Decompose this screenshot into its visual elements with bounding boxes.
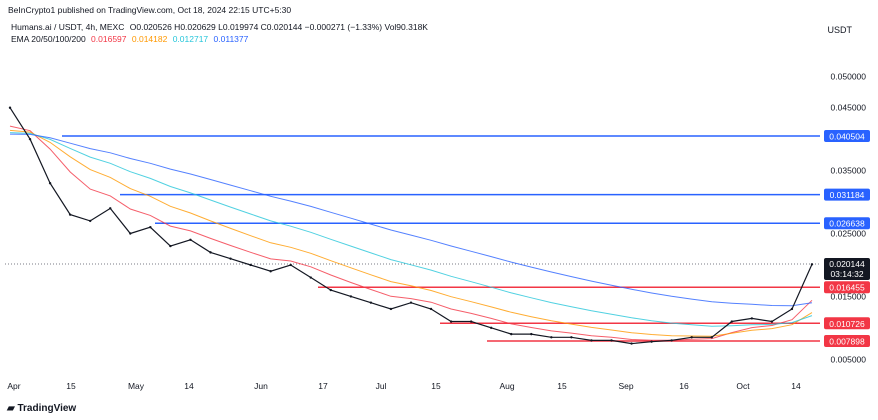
ema-20-value: 0.016597 (91, 34, 127, 44)
x-tick-label-10: Sep (618, 381, 633, 391)
price-point-2 (48, 182, 52, 185)
price-point-35 (710, 336, 713, 339)
y-tick-label-0: 0.050000 (831, 71, 867, 81)
price-point-17 (349, 295, 353, 298)
level-label-bg-5 (824, 335, 870, 348)
price-point-14 (289, 263, 292, 267)
price-point-15 (309, 276, 312, 279)
price-point-32 (650, 340, 653, 343)
price-point-1 (28, 137, 32, 141)
current-price-label: 0.020144 (829, 259, 865, 269)
price-point-31 (630, 342, 633, 345)
price-point-12 (249, 263, 252, 267)
x-tick-label-4: Jun (254, 381, 268, 391)
level-label-bg-1 (824, 188, 870, 201)
price-point-24 (490, 326, 493, 330)
price-point-3 (68, 213, 72, 216)
level-label-0: 0.040504 (829, 132, 865, 142)
ohlc-values: O0.020526 H0.020629 L0.019974 C0.020144 … (129, 22, 428, 32)
price-point-25 (510, 332, 513, 336)
y-tick-label-4: 0.015000 (831, 291, 867, 301)
price-point-18 (369, 301, 373, 304)
x-tick-label-0: Apr (7, 381, 20, 391)
ema-200-value: 0.011377 (213, 34, 249, 44)
price-point-0 (8, 106, 12, 109)
price-point-30 (610, 339, 613, 342)
price-point-20 (409, 301, 413, 304)
price-point-28 (570, 336, 573, 339)
price-point-11 (229, 257, 232, 260)
x-tick-label-9: 15 (557, 381, 567, 391)
price-point-23 (469, 320, 473, 323)
x-tick-label-12: Oct (736, 381, 750, 391)
x-tick-label-2: May (128, 381, 145, 391)
price-point-10 (209, 251, 212, 254)
x-tick-label-11: 16 (679, 381, 689, 391)
level-label-5: 0.007898 (829, 337, 865, 347)
price-point-13 (269, 270, 272, 273)
footer (0, 398, 878, 420)
x-tick-label-8: Aug (499, 381, 514, 391)
symbol-legend: Humans.ai / USDT, 4h, MEXC O0.020526 H0.… (11, 22, 431, 32)
price-point-9 (189, 238, 192, 241)
y-tick-label-3: 0.025000 (831, 229, 867, 239)
level-label-bg-2 (824, 217, 870, 230)
price-point-36 (730, 320, 733, 323)
tradingview-icon: ▰ (7, 403, 15, 414)
price-point-21 (429, 307, 433, 311)
publisher-header: BeInCrypto1 published on TradingView.com… (8, 5, 292, 15)
price-point-34 (690, 336, 693, 339)
x-tick-label-1: 15 (66, 381, 76, 391)
current-price-countdown: 03:14:32 (830, 269, 863, 279)
price-point-7 (149, 226, 152, 229)
ema-line-3 (9, 133, 813, 307)
ema-title[interactable]: EMA 20/50/100/200 (11, 34, 86, 44)
level-label-1: 0.031184 (830, 190, 865, 200)
price-point-27 (550, 336, 553, 339)
y-tick-label-2: 0.035000 (831, 166, 867, 176)
ema-50-value: 0.014182 (131, 34, 168, 44)
x-tick-label-7: 15 (431, 381, 441, 391)
price-point-38 (770, 320, 774, 323)
x-tick-label-3: 14 (184, 381, 194, 391)
ema-legend: EMA 20/50/100/200 0.016597 0.014182 0.01… (11, 34, 251, 44)
x-tick-label-6: Jul (376, 381, 387, 391)
price-point-16 (329, 288, 332, 292)
tradingview-brand: TradingView (17, 403, 77, 414)
currency-label: USDT (827, 25, 853, 35)
symbol-label[interactable]: Humans.ai / USDT, 4h, MEXC (11, 22, 125, 32)
x-tick-label-5: 17 (318, 381, 328, 391)
price-point-19 (389, 307, 393, 311)
ema-line-1 (9, 129, 813, 337)
ema-100-value: 0.012717 (172, 34, 209, 44)
level-label-2: 0.026638 (829, 219, 865, 229)
current-price-label-bg (824, 258, 870, 281)
price-point-5 (109, 207, 112, 210)
price-point-26 (530, 332, 533, 336)
level-label-4: 0.010726 (829, 319, 865, 329)
level-label-bg-3 (824, 281, 870, 294)
y-tick-label-5: 0.005000 (831, 354, 867, 364)
price-point-40 (810, 263, 814, 266)
price-point-37 (750, 317, 754, 320)
level-label-3: 0.016455 (829, 283, 865, 293)
level-label-bg-4 (824, 317, 870, 330)
level-label-bg-0 (824, 130, 870, 143)
price-point-33 (670, 339, 673, 342)
price-point-22 (449, 320, 453, 323)
price-point-4 (89, 219, 92, 223)
y-tick-label-1: 0.045000 (831, 103, 867, 113)
price-point-8 (169, 244, 172, 248)
price-point-29 (590, 339, 593, 342)
tradingview-logo[interactable]: ▰ TradingView (7, 403, 76, 414)
x-tick-label-13: 14 (791, 381, 801, 391)
price-point-39 (790, 307, 794, 311)
price-point-6 (129, 232, 132, 235)
ema-line-2 (9, 132, 813, 327)
price-series-line (9, 107, 813, 345)
